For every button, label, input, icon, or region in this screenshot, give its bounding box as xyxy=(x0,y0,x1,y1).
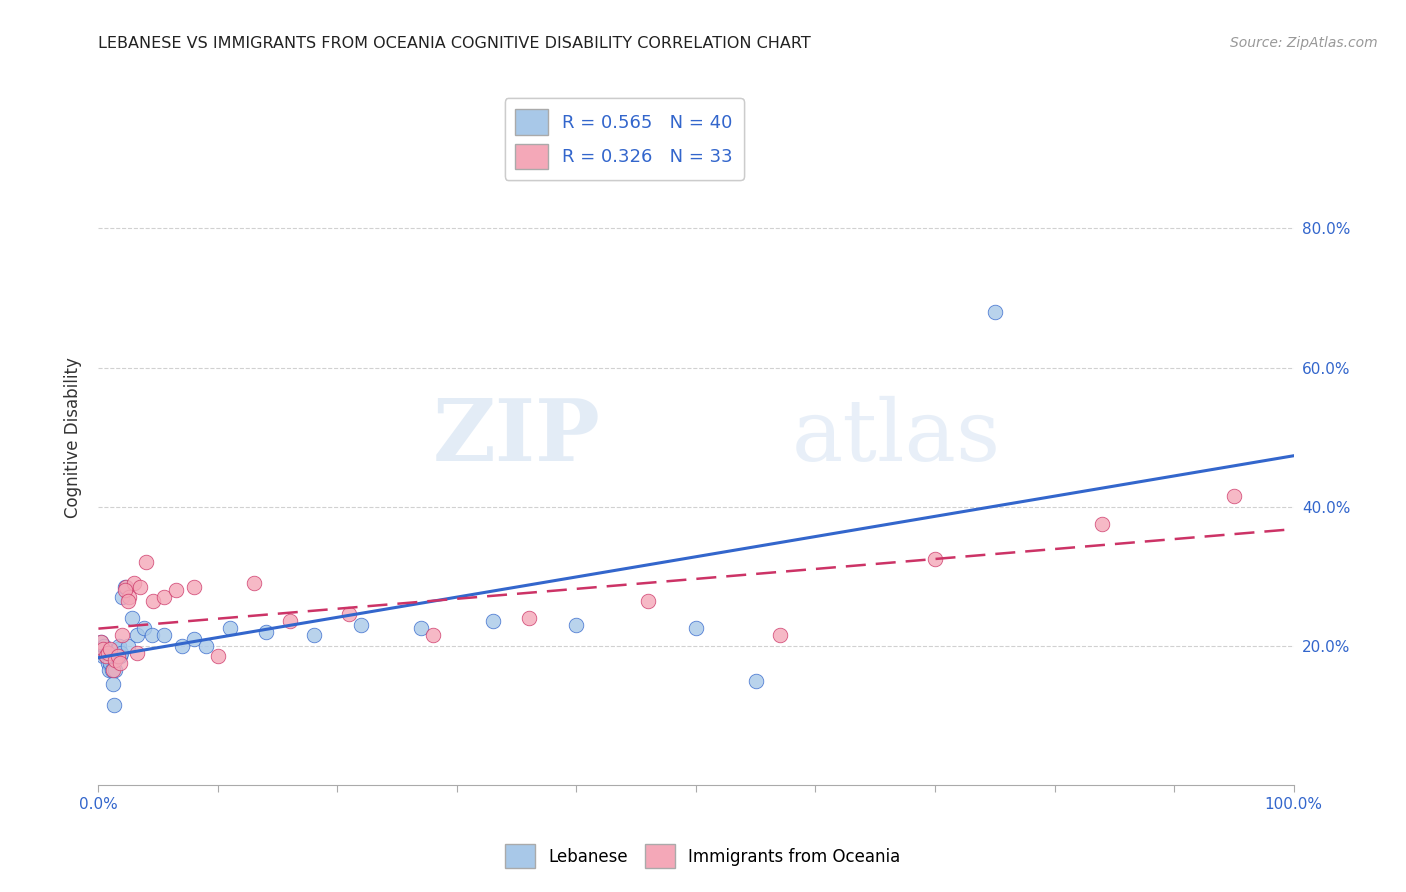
Point xyxy=(142,593,165,607)
Point xyxy=(121,611,143,625)
Point xyxy=(254,624,277,639)
Point xyxy=(104,653,127,667)
Point xyxy=(107,639,129,653)
Point xyxy=(124,576,146,591)
Point xyxy=(111,628,134,642)
Point xyxy=(129,580,152,594)
Point xyxy=(104,663,127,677)
Point xyxy=(114,580,136,594)
Point xyxy=(108,657,131,671)
Point xyxy=(115,580,138,594)
Point xyxy=(135,555,157,569)
Point xyxy=(194,639,218,653)
Point xyxy=(101,677,124,691)
Point xyxy=(165,583,187,598)
Point xyxy=(98,657,122,671)
Point xyxy=(745,673,768,688)
Point xyxy=(97,657,120,671)
Point xyxy=(94,649,117,664)
Point xyxy=(517,611,540,625)
Point xyxy=(1222,489,1246,503)
Point xyxy=(103,698,125,712)
Point xyxy=(110,646,132,660)
Y-axis label: Cognitive Disability: Cognitive Disability xyxy=(63,357,82,517)
Point xyxy=(153,628,176,642)
Point xyxy=(117,639,139,653)
Point xyxy=(93,639,115,653)
Legend: Lebanese, Immigrants from Oceania: Lebanese, Immigrants from Oceania xyxy=(499,838,907,875)
Point xyxy=(637,593,659,607)
Point xyxy=(98,663,121,677)
Point xyxy=(91,646,114,660)
Text: LEBANESE VS IMMIGRANTS FROM OCEANIA COGNITIVE DISABILITY CORRELATION CHART: LEBANESE VS IMMIGRANTS FROM OCEANIA COGN… xyxy=(98,36,811,51)
Point xyxy=(111,590,134,604)
Point xyxy=(101,663,124,677)
Point xyxy=(89,642,111,657)
Point xyxy=(105,649,128,664)
Point xyxy=(984,305,1007,319)
Text: atlas: atlas xyxy=(792,395,1001,479)
Point xyxy=(422,628,444,642)
Point xyxy=(685,621,707,635)
Point xyxy=(98,642,122,657)
Point xyxy=(91,642,114,657)
Point xyxy=(108,649,131,664)
Point xyxy=(97,646,120,660)
Point xyxy=(172,639,194,653)
Point xyxy=(125,646,148,660)
Point xyxy=(565,618,588,632)
Point xyxy=(924,551,946,566)
Point xyxy=(107,642,129,657)
Point xyxy=(183,580,205,594)
Point xyxy=(100,663,122,677)
Point xyxy=(125,628,148,642)
Point xyxy=(132,621,155,635)
Point xyxy=(278,615,301,629)
Point xyxy=(153,590,176,604)
Text: ZIP: ZIP xyxy=(433,395,600,479)
Point xyxy=(183,632,205,646)
Point xyxy=(118,590,141,604)
Point xyxy=(107,649,129,664)
Point xyxy=(94,649,117,664)
Point xyxy=(339,607,360,622)
Point xyxy=(350,618,373,632)
Point xyxy=(117,593,139,607)
Point xyxy=(302,628,325,642)
Point xyxy=(91,649,114,664)
Point xyxy=(96,646,118,660)
Point xyxy=(207,649,229,664)
Text: Source: ZipAtlas.com: Source: ZipAtlas.com xyxy=(1230,36,1378,50)
Legend: R = 0.565   N = 40, R = 0.326   N = 33: R = 0.565 N = 40, R = 0.326 N = 33 xyxy=(505,98,744,180)
Point xyxy=(411,621,433,635)
Point xyxy=(90,635,112,649)
Point xyxy=(481,615,505,629)
Point xyxy=(243,576,266,591)
Point xyxy=(114,583,136,598)
Point xyxy=(219,621,242,635)
Point xyxy=(768,628,790,642)
Point xyxy=(141,628,163,642)
Point xyxy=(1091,516,1114,531)
Point xyxy=(90,635,112,649)
